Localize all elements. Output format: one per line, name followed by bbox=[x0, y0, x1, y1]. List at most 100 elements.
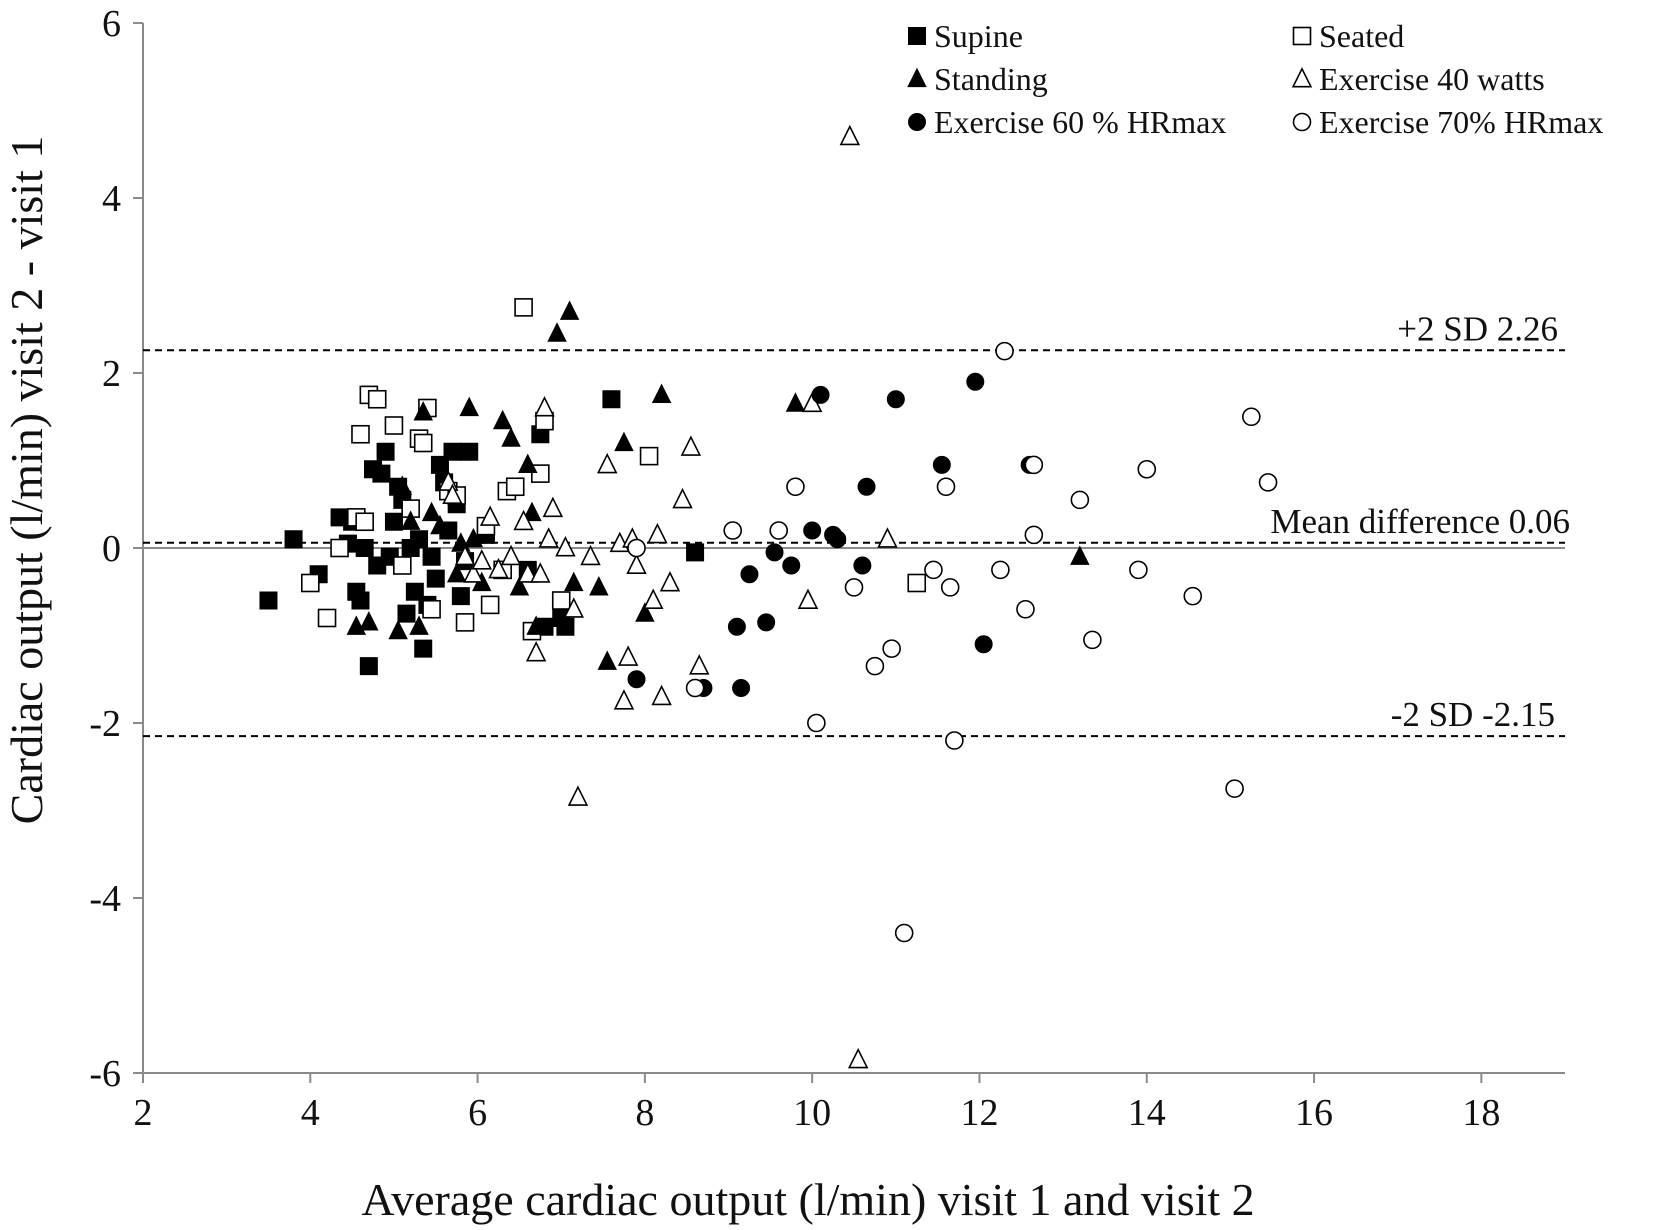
legend-item: Exercise 60 % HRmax bbox=[908, 104, 1226, 140]
data-point bbox=[602, 390, 621, 409]
data-point bbox=[723, 521, 743, 540]
data-point bbox=[480, 595, 500, 615]
data-point bbox=[414, 639, 433, 658]
data-point bbox=[589, 576, 609, 596]
data-point bbox=[991, 560, 1010, 580]
reference-line-label: +2 SD 2.26 bbox=[1397, 309, 1558, 348]
data-point bbox=[1024, 525, 1044, 545]
data-point bbox=[689, 654, 710, 675]
data-point bbox=[463, 562, 484, 583]
legend-item: Exercise 40 watts bbox=[1291, 61, 1545, 97]
data-point bbox=[786, 477, 805, 497]
data-point bbox=[500, 544, 522, 566]
data-point bbox=[451, 587, 470, 606]
legend-marker bbox=[907, 67, 927, 88]
data-point bbox=[538, 527, 559, 548]
data-point bbox=[580, 544, 601, 566]
data-point bbox=[509, 576, 530, 596]
data-point bbox=[643, 588, 664, 609]
reference-line-label: Mean difference 0.06 bbox=[1270, 502, 1570, 541]
legend-label: Standing bbox=[934, 61, 1048, 97]
data-point bbox=[421, 501, 442, 522]
x-tick-label: 4 bbox=[301, 1092, 320, 1134]
data-point bbox=[782, 556, 801, 575]
legend-item: Exercise 70% HRmax bbox=[1292, 104, 1603, 140]
data-point bbox=[522, 501, 542, 522]
data-point bbox=[1070, 490, 1090, 510]
data-point bbox=[505, 477, 525, 497]
data-point bbox=[555, 536, 576, 557]
legend-marker bbox=[1292, 26, 1312, 46]
data-point bbox=[597, 650, 617, 670]
data-point bbox=[430, 514, 450, 535]
reference-line-label: -2 SD -2.15 bbox=[1391, 695, 1555, 734]
legend-label: Exercise 60 % HRmax bbox=[934, 104, 1226, 140]
x-tick-label: 16 bbox=[1295, 1092, 1333, 1134]
data-point bbox=[765, 543, 784, 562]
x-tick-label: 2 bbox=[134, 1092, 153, 1134]
data-point bbox=[936, 477, 956, 497]
data-point bbox=[865, 656, 885, 676]
data-point bbox=[924, 560, 943, 580]
data-point bbox=[542, 496, 564, 518]
data-point bbox=[459, 396, 479, 417]
data-point bbox=[613, 689, 635, 710]
data-point bbox=[397, 604, 416, 623]
data-point bbox=[803, 521, 822, 540]
data-point bbox=[393, 556, 412, 575]
data-point bbox=[501, 427, 521, 447]
data-point bbox=[284, 530, 303, 549]
data-point bbox=[355, 539, 374, 557]
y-tick-label: 6 bbox=[102, 3, 121, 45]
data-point bbox=[547, 322, 567, 342]
series-group bbox=[346, 300, 1090, 670]
legend-label: Supine bbox=[934, 18, 1023, 54]
data-point bbox=[1137, 459, 1157, 479]
legend-marker bbox=[1291, 67, 1313, 88]
data-point bbox=[627, 538, 646, 558]
legend-marker bbox=[908, 27, 926, 45]
data-point bbox=[907, 573, 927, 593]
data-point bbox=[651, 383, 672, 404]
data-point bbox=[531, 464, 550, 483]
legend-marker bbox=[1292, 112, 1312, 132]
data-point bbox=[376, 442, 395, 461]
y-tick-label: 4 bbox=[102, 178, 121, 220]
data-point bbox=[1070, 545, 1090, 565]
x-axis-title: Average cardiac output (l/min) visit 1 a… bbox=[361, 1174, 1254, 1225]
data-point bbox=[413, 401, 433, 421]
data-point bbox=[479, 505, 501, 526]
data-point bbox=[513, 509, 534, 531]
data-point bbox=[651, 684, 672, 706]
data-point bbox=[300, 573, 320, 593]
data-point bbox=[525, 641, 547, 662]
data-point bbox=[1024, 455, 1044, 475]
data-point bbox=[351, 424, 370, 444]
legend-item: Standing bbox=[907, 61, 1048, 97]
data-point bbox=[551, 591, 571, 610]
data-point bbox=[446, 562, 467, 583]
data-point bbox=[877, 527, 898, 548]
data-point bbox=[882, 639, 901, 658]
data-point bbox=[517, 562, 538, 583]
data-point bbox=[422, 547, 441, 566]
reference-lines: +2 SD 2.26 Mean difference 0.06 -2 SD -2.1… bbox=[143, 309, 1570, 738]
series-group bbox=[627, 372, 1039, 697]
data-point bbox=[732, 679, 751, 697]
legend-item: Seated bbox=[1292, 18, 1404, 54]
data-point bbox=[518, 453, 538, 474]
data-point bbox=[471, 549, 492, 570]
y-tick-label: -2 bbox=[89, 703, 121, 745]
data-point bbox=[317, 608, 337, 628]
data-point bbox=[886, 390, 905, 409]
data-point bbox=[785, 392, 806, 412]
data-point bbox=[945, 731, 964, 750]
data-point bbox=[392, 475, 413, 495]
data-point bbox=[1016, 599, 1035, 619]
axes: 6 4 2 0 -2 -4 -6 2 4 6 8 10 12 14 16 18 bbox=[89, 3, 1565, 1134]
data-point bbox=[966, 372, 985, 391]
data-point bbox=[488, 557, 509, 579]
x-tick-label: 8 bbox=[635, 1092, 654, 1134]
data-point bbox=[1225, 779, 1244, 798]
